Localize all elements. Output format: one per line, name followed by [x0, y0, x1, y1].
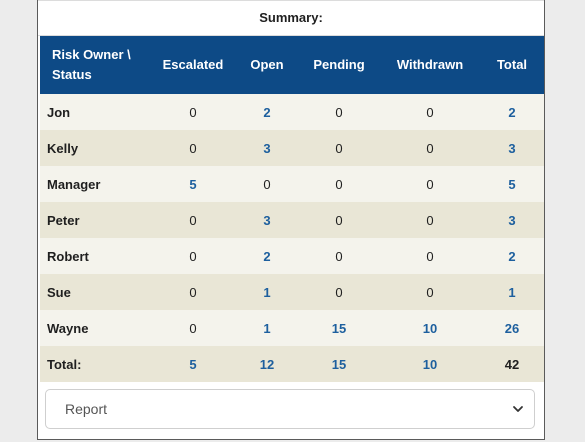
cell-escalated[interactable]: 5: [189, 176, 197, 192]
cell-withdrawn[interactable]: 10: [422, 320, 438, 336]
cell-escalated: 0: [189, 284, 197, 300]
table-row: Peter 0 3 0 0 3: [40, 202, 544, 238]
summary-table: Risk Owner \ Status Escalated Open Pendi…: [40, 36, 544, 382]
chevron-down-icon: [513, 406, 523, 412]
cell-open[interactable]: 1: [263, 320, 271, 336]
cell-open[interactable]: 12: [259, 356, 275, 372]
cell-open[interactable]: 2: [263, 248, 271, 264]
table-row: Manager 5 0 0 0 5: [40, 166, 544, 202]
header-escalated[interactable]: Escalated: [162, 57, 224, 72]
header-risk-owner-status[interactable]: Risk Owner \ Status: [52, 47, 131, 82]
cell-escalated: 0: [189, 248, 197, 264]
cell-escalated: 0: [189, 320, 197, 336]
report-select[interactable]: Report: [45, 389, 535, 429]
cell-escalated[interactable]: 5: [189, 356, 197, 372]
cell-pending[interactable]: 15: [331, 320, 347, 336]
report-select-value: Report: [65, 401, 108, 417]
cell-open[interactable]: 3: [263, 212, 271, 228]
cell-pending: 0: [335, 248, 343, 264]
risk-owner-name: Jon: [47, 104, 71, 120]
cell-escalated: 0: [189, 212, 197, 228]
risk-owner-name: Wayne: [47, 320, 89, 336]
cell-open[interactable]: 1: [263, 284, 271, 300]
cell-total[interactable]: 2: [508, 104, 516, 120]
cell-total[interactable]: 3: [508, 140, 516, 156]
cell-total[interactable]: 1: [508, 284, 516, 300]
cell-withdrawn[interactable]: 10: [422, 356, 438, 372]
table-row: Robert 0 2 0 0 2: [40, 238, 544, 274]
cell-withdrawn: 0: [426, 104, 434, 120]
cell-total[interactable]: 26: [504, 320, 520, 336]
cell-withdrawn: 0: [426, 176, 434, 192]
table-row: Kelly 0 3 0 0 3: [40, 130, 544, 166]
risk-owner-name: Kelly: [47, 140, 79, 156]
table-row: Wayne 0 1 15 10 26: [40, 310, 544, 346]
table-header-row: Risk Owner \ Status Escalated Open Pendi…: [40, 36, 544, 94]
cell-pending[interactable]: 15: [331, 356, 347, 372]
header-total[interactable]: Total: [496, 57, 528, 72]
cell-total[interactable]: 2: [508, 248, 516, 264]
risk-owner-name: Peter: [47, 212, 80, 228]
cell-escalated: 0: [189, 140, 197, 156]
cell-withdrawn: 0: [426, 248, 434, 264]
cell-pending: 0: [335, 212, 343, 228]
table-row: Jon 0 2 0 0 2: [40, 94, 544, 130]
header-open[interactable]: Open: [250, 57, 284, 72]
cell-open: 0: [263, 176, 271, 192]
cell-withdrawn: 0: [426, 284, 434, 300]
cell-pending: 0: [335, 284, 343, 300]
risk-owner-name: Manager: [47, 176, 101, 192]
cell-escalated: 0: [189, 104, 197, 120]
cell-withdrawn: 0: [426, 140, 434, 156]
table-row: Sue 0 1 0 0 1: [40, 274, 544, 310]
summary-title: Summary:: [38, 0, 544, 36]
risk-owner-name: Robert: [47, 248, 89, 264]
cell-open[interactable]: 2: [263, 104, 271, 120]
header-pending[interactable]: Pending: [313, 57, 365, 72]
summary-panel: Summary: Risk Owner \ Status Escalated O…: [37, 0, 545, 440]
cell-pending: 0: [335, 104, 343, 120]
risk-owner-name: Sue: [47, 284, 71, 300]
cell-pending: 0: [335, 140, 343, 156]
cell-total[interactable]: 5: [508, 176, 516, 192]
cell-withdrawn: 0: [426, 212, 434, 228]
totals-label: Total:: [47, 356, 82, 372]
cell-total[interactable]: 3: [508, 212, 516, 228]
cell-pending: 0: [335, 176, 343, 192]
cell-open[interactable]: 3: [263, 140, 271, 156]
cell-total: 42: [504, 356, 520, 372]
header-withdrawn[interactable]: Withdrawn: [396, 57, 464, 72]
totals-row: Total: 5 12 15 10 42: [40, 346, 544, 382]
